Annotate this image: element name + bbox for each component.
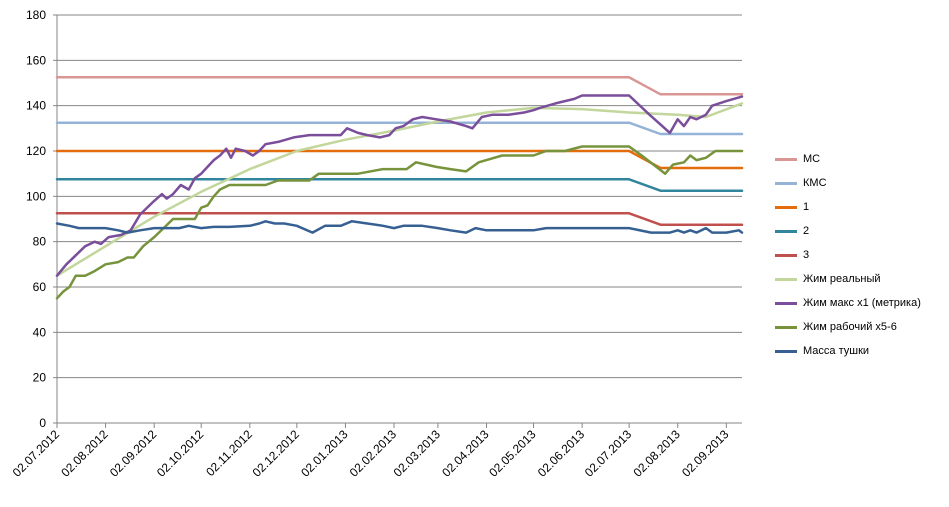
series-line-7 xyxy=(55,94,744,277)
y-tick-label: 140 xyxy=(26,99,46,113)
legend-item: МС xyxy=(775,147,945,171)
series-line-8 xyxy=(55,145,744,300)
legend-item: Масса тушки xyxy=(775,339,945,363)
y-tick-label: 160 xyxy=(26,53,46,67)
legend-label: 3 xyxy=(803,249,810,261)
legend-item: 3 xyxy=(775,243,945,267)
legend-swatch xyxy=(775,349,797,353)
legend-label: 1 xyxy=(803,201,810,213)
series-line-5 xyxy=(55,212,744,226)
legend-item: Жим реальный xyxy=(775,267,945,291)
y-axis: 0 20 40 60 80 100 120 140 160 180 xyxy=(26,8,58,430)
legend-swatch xyxy=(775,277,797,281)
y-tick-label: 100 xyxy=(26,189,46,203)
y-tick-label: 180 xyxy=(26,8,46,22)
y-tick-label: 80 xyxy=(33,235,47,249)
legend-item: КМС xyxy=(775,171,945,195)
legend-swatch xyxy=(775,157,797,161)
legend-label: МС xyxy=(803,153,821,165)
legend-item: Жим рабочий х5-6 xyxy=(775,315,945,339)
legend-item: 1 xyxy=(775,195,945,219)
legend-item: Жим макс х1 (метрика) xyxy=(775,291,945,315)
y-tick-label: 120 xyxy=(26,144,46,158)
legend-swatch xyxy=(775,301,797,305)
y-tick-label: 60 xyxy=(33,280,47,294)
legend-swatch xyxy=(775,229,797,233)
legend-label: Жим рабочий х5-6 xyxy=(803,321,897,333)
series-line-1 xyxy=(55,76,744,96)
legend-label: Жим макс х1 (метрика) xyxy=(803,297,921,309)
series-line-4 xyxy=(55,178,744,192)
series-line-9 xyxy=(55,220,744,234)
legend-swatch xyxy=(775,253,797,257)
legend-label: Масса тушки xyxy=(803,345,870,357)
legend-item: 2 xyxy=(775,219,945,243)
y-tick-label: 0 xyxy=(39,416,46,430)
y-tick-label: 20 xyxy=(33,371,47,385)
series-lines xyxy=(55,76,744,300)
series-line-3 xyxy=(55,149,744,170)
legend-label: 2 xyxy=(803,225,810,237)
legend-swatch xyxy=(775,181,797,185)
series-line-6 xyxy=(55,102,744,277)
legend-label: Жим реальный xyxy=(803,273,881,285)
y-tick-label: 40 xyxy=(33,325,47,339)
legend-swatch xyxy=(775,205,797,209)
legend-label: КМС xyxy=(803,177,827,189)
series-line-2 xyxy=(55,121,744,136)
legend-swatch xyxy=(775,325,797,329)
legend: МС КМС 1 2 3 Жим реальный Жим макс х1 (метрика… xyxy=(775,147,945,363)
